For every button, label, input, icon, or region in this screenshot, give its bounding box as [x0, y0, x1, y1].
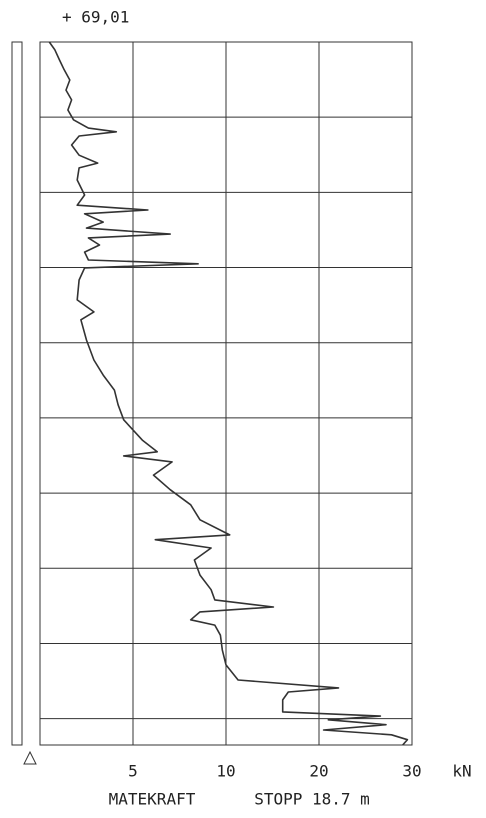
- x-tick-label: 10: [216, 762, 235, 781]
- force-line: [48, 41, 409, 746]
- x-tick-label: 20: [309, 762, 328, 781]
- x-axis-label: MATEKRAFT: [109, 790, 196, 809]
- x-unit: kN: [452, 762, 471, 781]
- annotation: STOPP 18.7 m: [254, 790, 370, 809]
- x-tick-label: 30: [402, 762, 421, 781]
- start-marker: [23, 750, 37, 765]
- x-tick-label: 5: [128, 762, 138, 781]
- chart-title: + 69,01: [62, 8, 129, 27]
- depth-bar: [11, 41, 23, 746]
